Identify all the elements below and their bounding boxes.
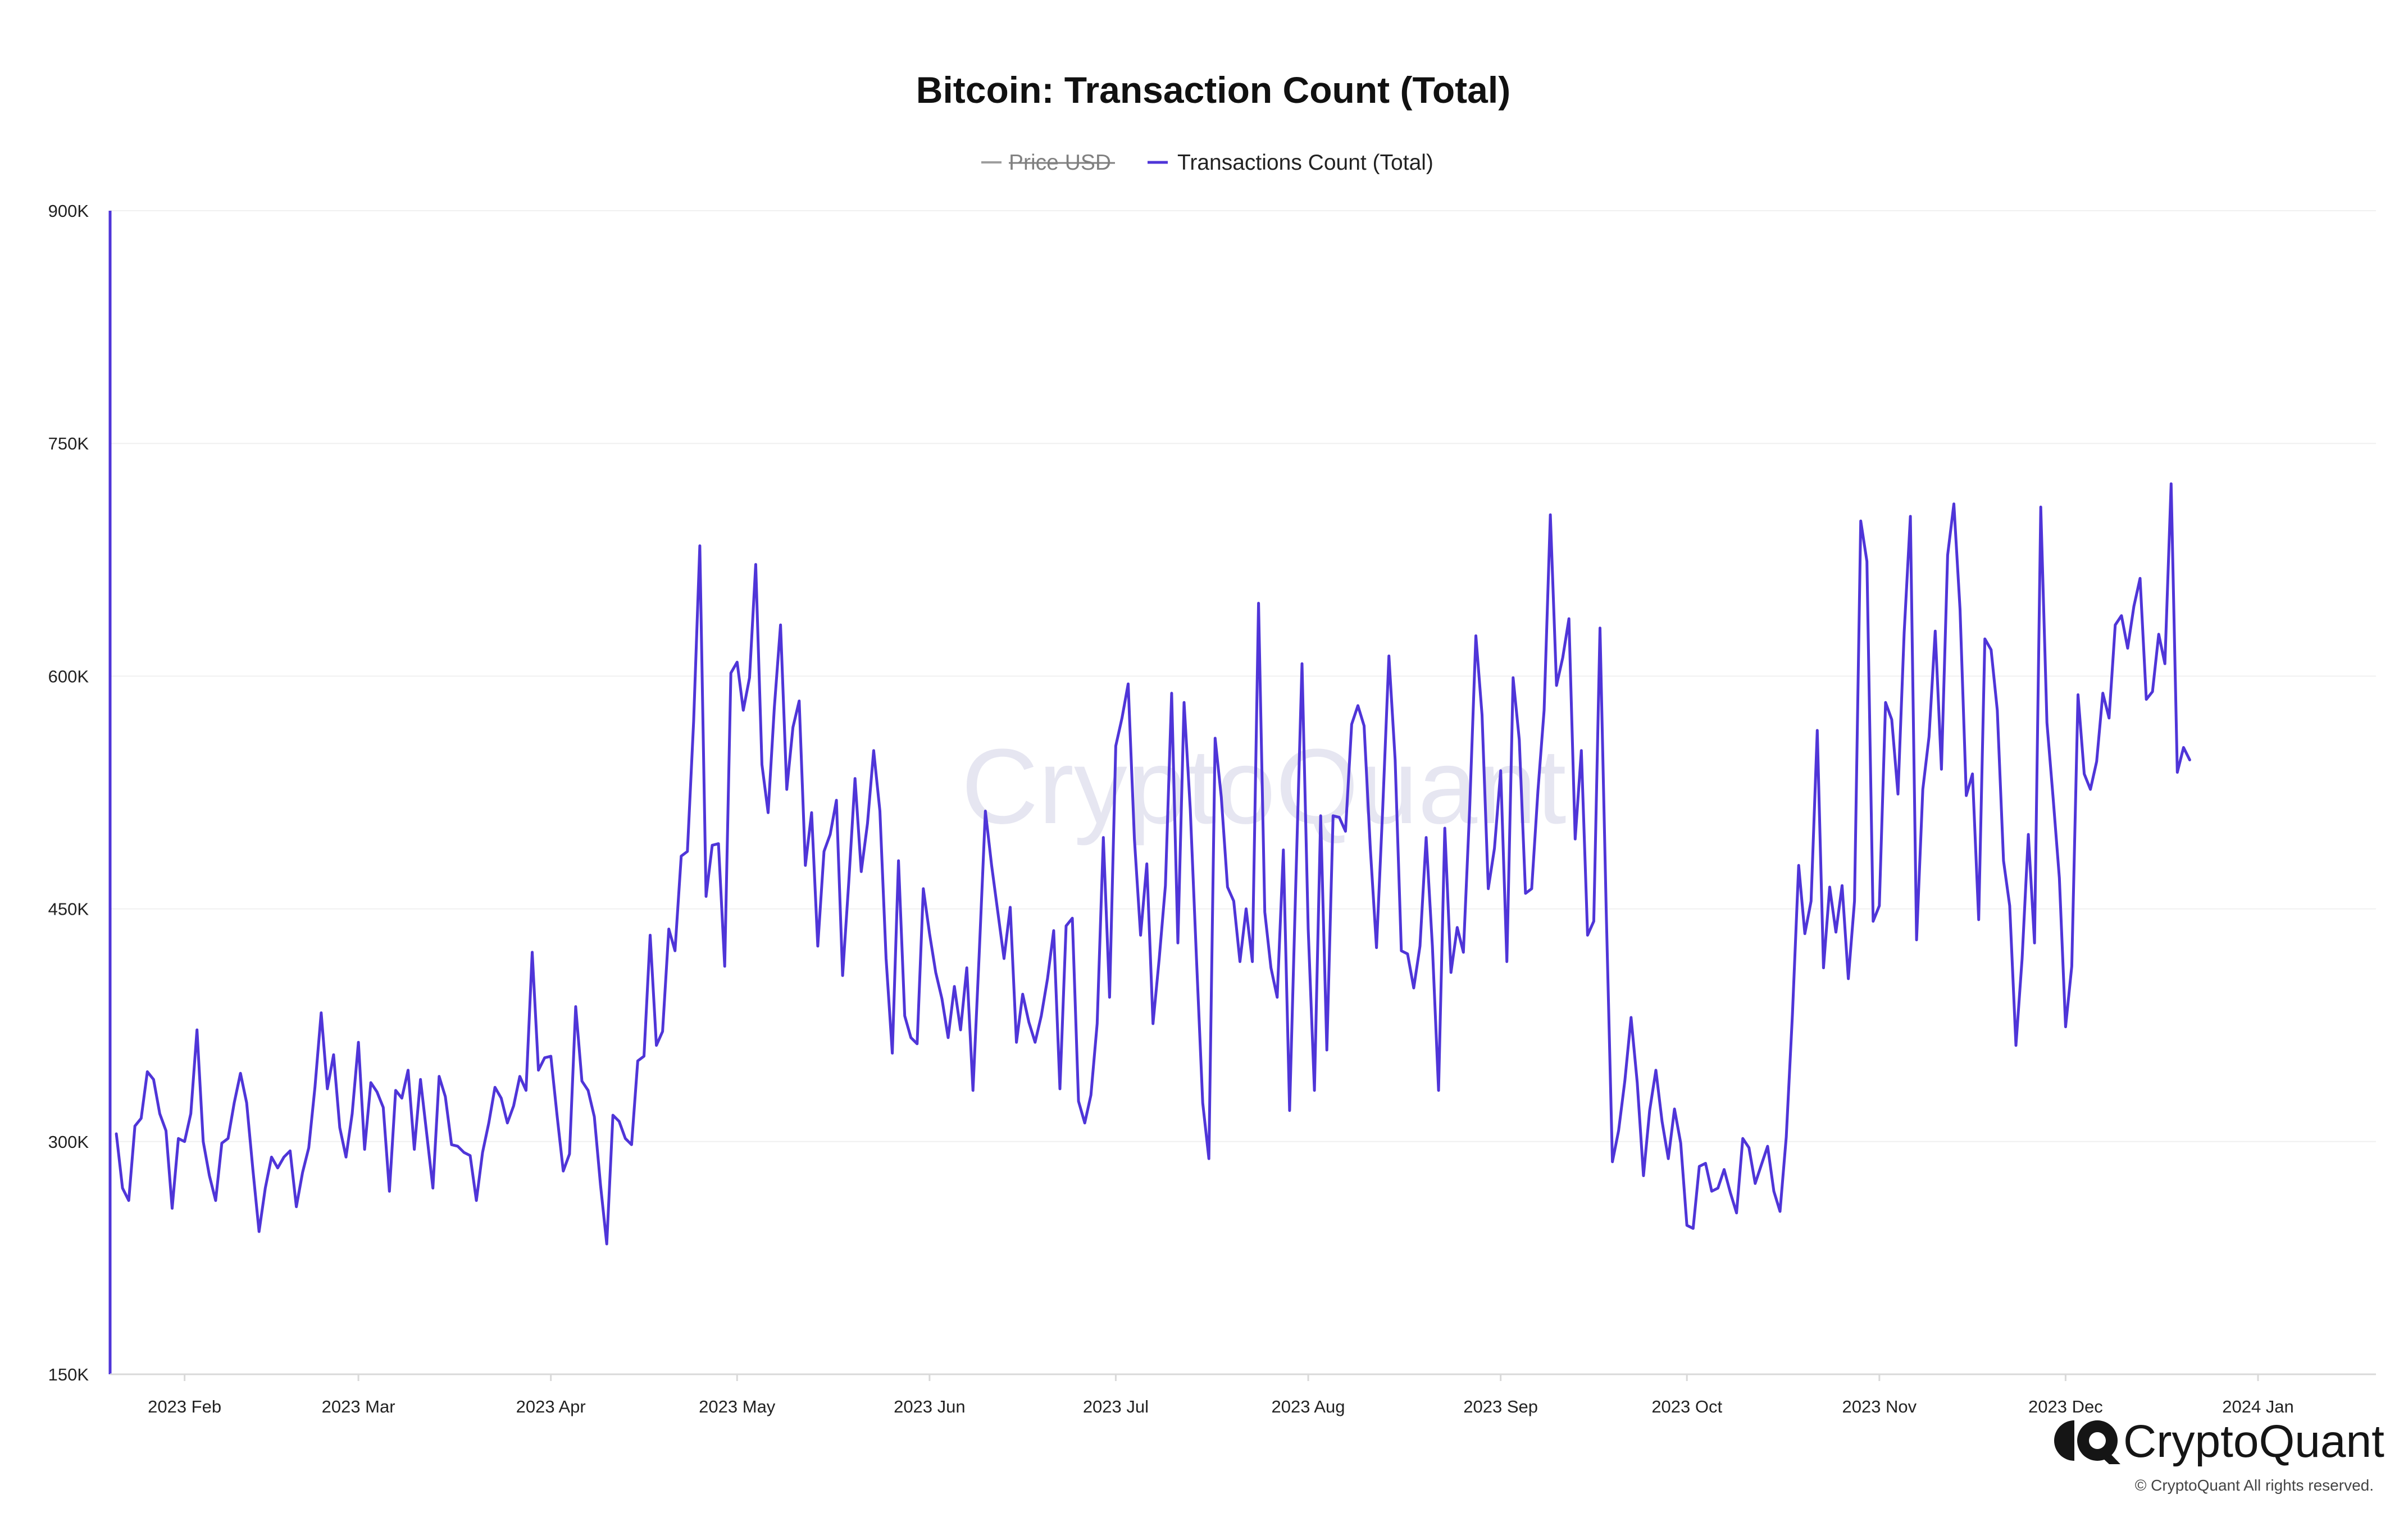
y-tick-label-750K: 750K <box>48 434 89 453</box>
x-tick-label-2023-Apr: 2023 Apr <box>516 1397 586 1416</box>
legend-item-transactions-count[interactable]: Transactions Count (Total) <box>1148 151 1433 175</box>
x-tick-label-2023-Jul: 2023 Jul <box>1083 1397 1149 1416</box>
series-layer <box>115 482 2191 1246</box>
y-tick-label-900K: 900K <box>48 201 89 221</box>
x-tick-label-2023-Mar: 2023 Mar <box>322 1397 395 1416</box>
y-axis: 900K 750K 600K 450K 300K 150K <box>48 201 112 1384</box>
x-tick-label-2023-Nov: 2023 Nov <box>1842 1397 1917 1416</box>
x-tick-label-2023-Sep: 2023 Sep <box>1463 1397 1538 1416</box>
x-tick-label-2023-Aug: 2023 Aug <box>1272 1397 1345 1416</box>
legend-item-price-usd[interactable]: Price USD <box>981 151 1115 175</box>
legend-label-transactions-count: Transactions Count (Total) <box>1177 151 1433 175</box>
x-tick-label-2024-Jan: 2024 Jan <box>2222 1397 2294 1416</box>
legend: Price USD Transactions Count (Total) <box>981 151 1433 175</box>
x-tick-label-2023-Feb: 2023 Feb <box>148 1397 221 1416</box>
x-tick-label-2023-Dec: 2023 Dec <box>2028 1397 2103 1416</box>
brand-name: CryptoQuant <box>2123 1416 2384 1467</box>
gridlines <box>110 210 2376 1142</box>
x-tick-label-2023-Oct: 2023 Oct <box>1651 1397 1722 1416</box>
y-tick-label-300K: 300K <box>48 1132 89 1152</box>
y-tick-label-450K: 450K <box>48 900 89 919</box>
x-axis: 2023 Feb 2023 Mar 2023 Apr 2023 May 2023 Jun… <box>110 1373 2376 1416</box>
x-tick-label-2023-Jun: 2023 Jun <box>894 1397 966 1416</box>
y-tick-label-150K: 150K <box>48 1365 89 1384</box>
copyright: © CryptoQuant All rights reserved. <box>2135 1477 2374 1494</box>
y-tick-label-600K: 600K <box>48 666 89 686</box>
series-line-transactions-count[interactable] <box>115 482 2191 1246</box>
cryptoquant-logo: CryptoQuant © CryptoQuant All rights res… <box>2054 1416 2384 1494</box>
chart-title: Bitcoin: Transaction Count (Total) <box>916 69 1510 111</box>
cryptoquant-logo-icon <box>2054 1420 2120 1464</box>
x-tick-label-2023-May: 2023 May <box>699 1397 776 1416</box>
